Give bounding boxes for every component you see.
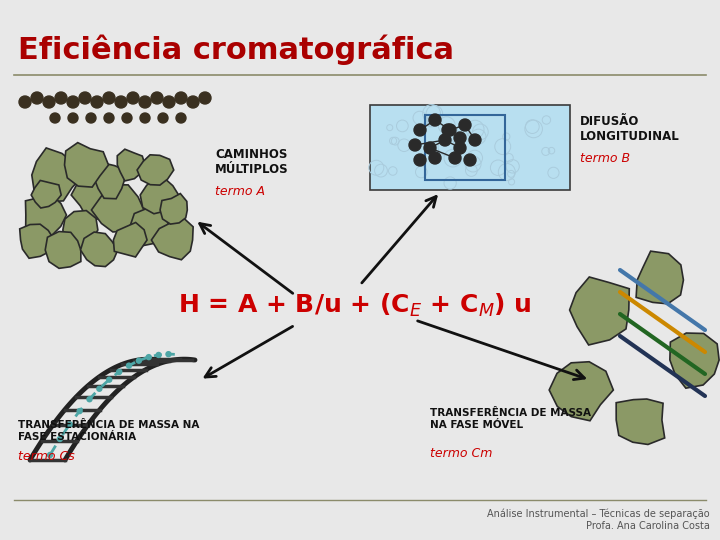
- Circle shape: [136, 358, 141, 363]
- Circle shape: [97, 386, 102, 391]
- Polygon shape: [32, 148, 84, 202]
- Polygon shape: [570, 277, 629, 345]
- Polygon shape: [63, 211, 98, 249]
- Circle shape: [454, 142, 466, 154]
- Circle shape: [77, 409, 82, 414]
- Circle shape: [187, 96, 199, 108]
- Polygon shape: [91, 185, 144, 232]
- Polygon shape: [25, 195, 66, 235]
- Circle shape: [163, 96, 175, 108]
- Circle shape: [166, 352, 171, 357]
- Polygon shape: [151, 217, 193, 260]
- Circle shape: [439, 134, 451, 146]
- Circle shape: [127, 363, 132, 368]
- Text: Eficiência cromatográfica: Eficiência cromatográfica: [18, 35, 454, 65]
- Circle shape: [469, 134, 481, 146]
- Polygon shape: [117, 149, 145, 181]
- Text: termo B: termo B: [580, 152, 630, 165]
- Polygon shape: [549, 362, 613, 421]
- Circle shape: [19, 96, 31, 108]
- Text: TRANSFERÊNCIA DE MASSA NA
FASE ESTACIONÁRIA: TRANSFERÊNCIA DE MASSA NA FASE ESTACIONÁ…: [18, 420, 199, 442]
- FancyBboxPatch shape: [370, 105, 570, 190]
- Circle shape: [58, 436, 63, 442]
- Circle shape: [91, 96, 103, 108]
- Polygon shape: [137, 155, 174, 185]
- Text: TRANSFERÊNCIA DE MASSA
NA FASE MÓVEL: TRANSFERÊNCIA DE MASSA NA FASE MÓVEL: [430, 408, 591, 430]
- Circle shape: [146, 355, 151, 360]
- Circle shape: [86, 113, 96, 123]
- Circle shape: [414, 154, 426, 166]
- Circle shape: [454, 132, 466, 144]
- Circle shape: [107, 377, 112, 382]
- Circle shape: [449, 152, 461, 164]
- Circle shape: [444, 124, 456, 136]
- Circle shape: [151, 92, 163, 104]
- Circle shape: [87, 397, 92, 402]
- Circle shape: [139, 96, 151, 108]
- Circle shape: [79, 92, 91, 104]
- Circle shape: [414, 124, 426, 136]
- Circle shape: [424, 142, 436, 154]
- Polygon shape: [670, 333, 719, 388]
- Circle shape: [50, 113, 60, 123]
- Polygon shape: [31, 180, 61, 208]
- Circle shape: [409, 139, 421, 151]
- Text: CAMINHOS
MÚLTIPLOS: CAMINHOS MÚLTIPLOS: [215, 148, 289, 176]
- Circle shape: [117, 369, 122, 374]
- Polygon shape: [140, 179, 179, 214]
- Circle shape: [158, 113, 168, 123]
- Polygon shape: [81, 232, 118, 267]
- Circle shape: [55, 92, 67, 104]
- Circle shape: [199, 92, 211, 104]
- Polygon shape: [65, 143, 109, 187]
- Polygon shape: [71, 173, 118, 219]
- Text: DIFUSÃO
LONGITUDINAL: DIFUSÃO LONGITUDINAL: [580, 115, 680, 143]
- Circle shape: [31, 92, 43, 104]
- Circle shape: [156, 353, 161, 357]
- Circle shape: [459, 119, 471, 131]
- Circle shape: [115, 96, 127, 108]
- Polygon shape: [130, 208, 168, 246]
- Circle shape: [48, 453, 53, 457]
- Circle shape: [43, 96, 55, 108]
- Polygon shape: [114, 222, 147, 257]
- Circle shape: [68, 113, 78, 123]
- Circle shape: [127, 92, 139, 104]
- Polygon shape: [160, 193, 187, 224]
- Text: termo Cm: termo Cm: [430, 447, 492, 460]
- Text: Análise Instrumental – Técnicas de separação
Profa. Ana Carolina Costa: Análise Instrumental – Técnicas de separ…: [487, 509, 710, 531]
- Circle shape: [429, 152, 441, 164]
- Text: termo A: termo A: [215, 185, 265, 198]
- Circle shape: [429, 114, 441, 126]
- Circle shape: [122, 113, 132, 123]
- Polygon shape: [19, 224, 54, 258]
- Circle shape: [103, 92, 115, 104]
- Text: H = A + B/u + (C$_E$ + C$_M$) u: H = A + B/u + (C$_E$ + C$_M$) u: [178, 292, 532, 319]
- Circle shape: [442, 124, 454, 136]
- Polygon shape: [616, 399, 665, 444]
- Circle shape: [175, 92, 187, 104]
- Circle shape: [67, 96, 79, 108]
- Circle shape: [140, 113, 150, 123]
- Polygon shape: [636, 251, 683, 304]
- Text: termo Cs: termo Cs: [18, 450, 75, 463]
- Polygon shape: [45, 232, 81, 268]
- Polygon shape: [95, 163, 125, 199]
- Circle shape: [67, 422, 72, 427]
- Circle shape: [176, 113, 186, 123]
- Circle shape: [464, 154, 476, 166]
- Circle shape: [104, 113, 114, 123]
